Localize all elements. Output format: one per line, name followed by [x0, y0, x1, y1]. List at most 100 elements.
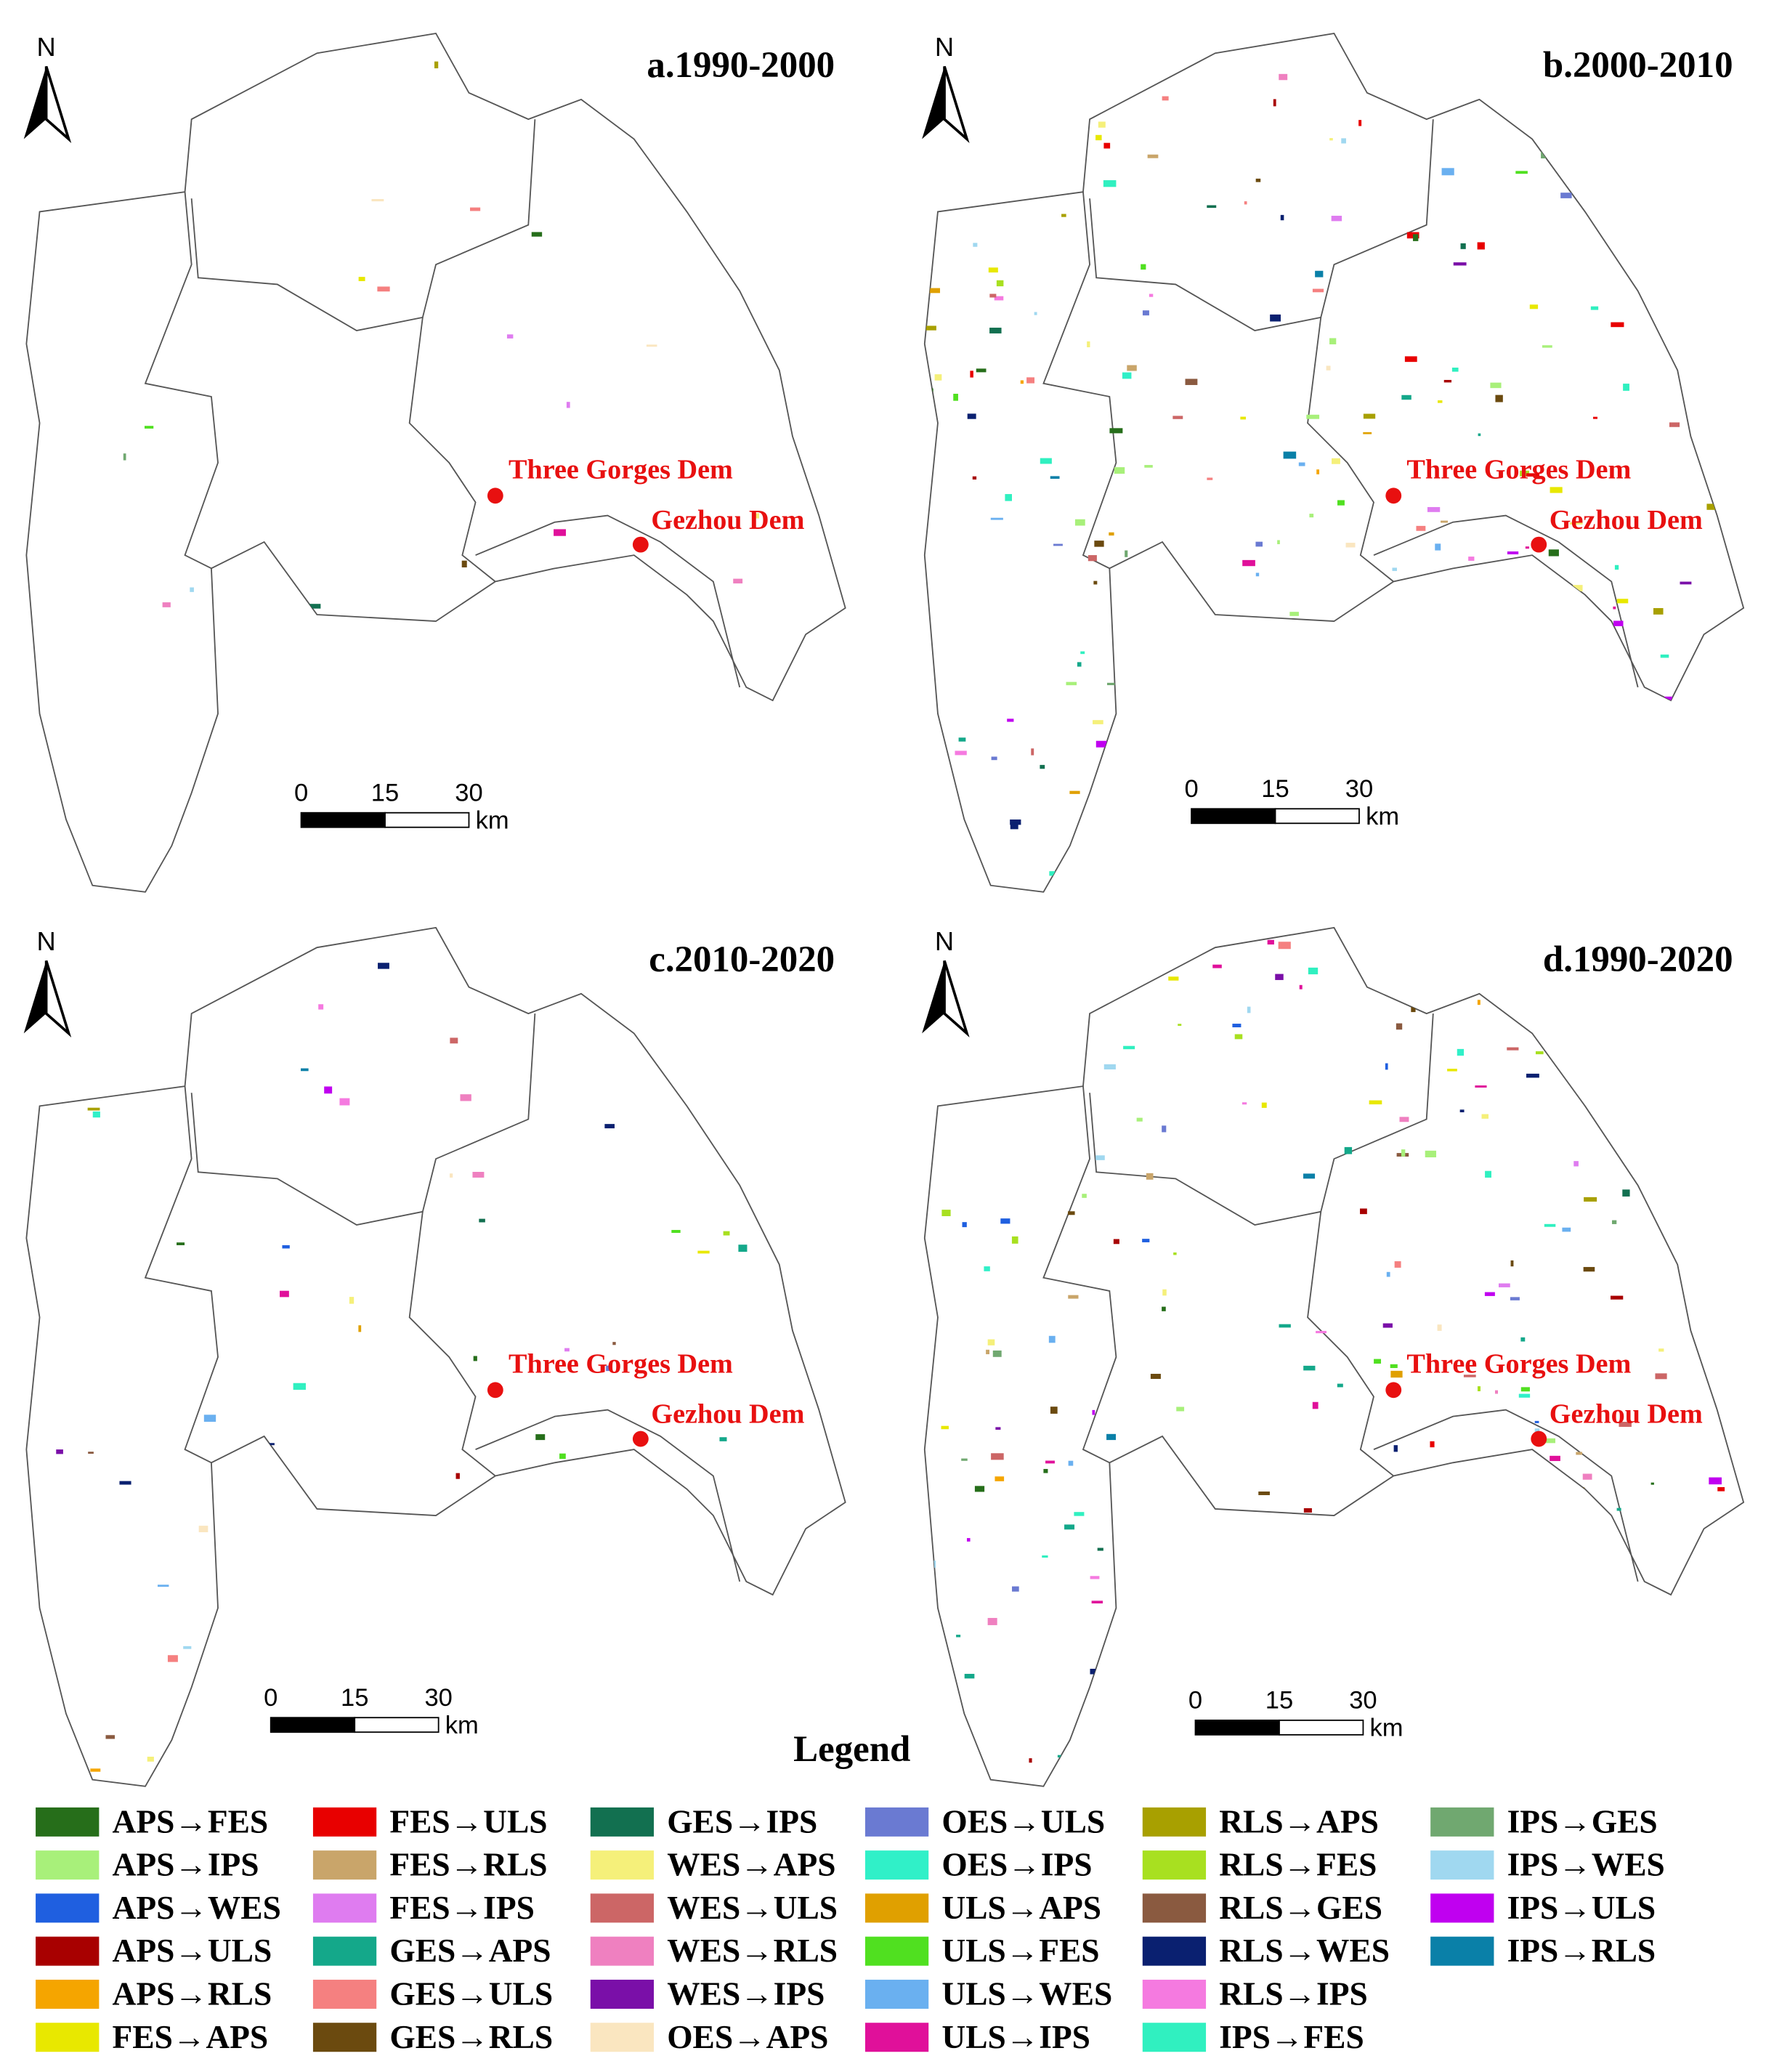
change-patch: [1404, 356, 1417, 363]
change-patch: [606, 1365, 612, 1372]
change-patch: [955, 750, 967, 756]
change-patch: [1365, 639, 1369, 647]
change-patch: [1014, 1048, 1028, 1053]
change-patch: [1312, 1401, 1319, 1409]
change-patch: [1653, 1654, 1658, 1659]
change-patch: [1064, 1524, 1075, 1530]
dam-marker: [1385, 1382, 1402, 1399]
panel-title: c.2010-2020: [649, 939, 835, 980]
change-patch: [1232, 1024, 1242, 1028]
change-patch: [1162, 1306, 1166, 1311]
change-patch: [992, 118, 995, 124]
change-patch: [1109, 428, 1123, 434]
change-patch: [1543, 1438, 1556, 1444]
change-patch: [1559, 1631, 1565, 1637]
change-patch: [1405, 1585, 1412, 1591]
change-patch: [1709, 1359, 1722, 1364]
change-patch: [1569, 522, 1583, 525]
change-patch: [301, 656, 308, 660]
change-patch: [1650, 1482, 1654, 1485]
change-patch: [995, 1427, 1001, 1430]
change-patch: [1496, 1659, 1502, 1667]
change-patch: [1466, 850, 1470, 854]
change-patch: [1441, 520, 1449, 523]
map-panel: a.1990-2000 N Three Gorges Dem Gezhou Dem 0 1…: [23, 32, 846, 893]
scale-bar-label: 30: [424, 1684, 452, 1712]
change-patch: [1432, 91, 1439, 96]
legend-swatch: [864, 1850, 929, 1880]
legend-swatch: [312, 1893, 377, 1923]
change-patch: [987, 1618, 997, 1625]
change-patch: [1595, 115, 1608, 120]
change-patch: [1315, 270, 1324, 278]
change-patch: [964, 1673, 975, 1679]
change-patch: [1109, 532, 1114, 536]
change-patch: [1482, 774, 1487, 778]
change-patch: [1550, 1455, 1560, 1462]
change-patch: [1289, 612, 1299, 616]
change-patch: [1524, 597, 1536, 600]
change-patch: [1686, 931, 1690, 936]
change-patch: [1411, 42, 1416, 50]
change-patch: [1526, 1073, 1539, 1078]
change-patch: [1428, 1473, 1442, 1478]
change-patch: [644, 1776, 657, 1779]
change-patch: [241, 1648, 250, 1656]
change-patch: [1416, 525, 1426, 531]
change-patch: [1223, 1736, 1236, 1744]
legend-label: IPS→ULS: [1507, 1889, 1656, 1926]
change-patch: [205, 1737, 212, 1739]
change-patch: [801, 1627, 806, 1630]
change-patch: [622, 790, 630, 795]
change-patch: [996, 1000, 1006, 1005]
change-patch: [1717, 1266, 1729, 1270]
dam-label: Three Gorges Dem: [509, 455, 733, 485]
dam-label: Gezhou Dem: [1550, 505, 1703, 535]
dam-label: Three Gorges Dem: [1406, 455, 1631, 485]
change-patch: [1453, 262, 1467, 266]
change-patch: [984, 1266, 990, 1271]
change-patch: [473, 1356, 477, 1361]
legend-swatch: [1142, 1893, 1207, 1923]
change-patch: [1050, 476, 1060, 479]
change-patch: [411, 1647, 421, 1654]
district-boundary: [190, 1013, 536, 1226]
change-patch: [1273, 99, 1276, 107]
change-patch: [1529, 304, 1539, 309]
change-patch: [1624, 666, 1631, 673]
change-patch: [1409, 678, 1414, 682]
change-patch: [1068, 134, 1077, 136]
legend-swatch: [36, 1850, 100, 1880]
change-patch: [1255, 178, 1261, 182]
change-patch: [585, 1588, 589, 1594]
legend-swatch: [590, 1850, 655, 1880]
change-patch: [1097, 1547, 1103, 1551]
change-patch: [1132, 1598, 1138, 1604]
change-patch: [1416, 1781, 1420, 1784]
change-patch: [1393, 1445, 1398, 1452]
change-patch: [559, 1453, 566, 1460]
change-patch: [967, 413, 976, 419]
change-patch: [733, 578, 743, 584]
legend-swatch: [36, 1936, 100, 1966]
legend-swatch: [36, 2023, 100, 2052]
change-patch: [996, 280, 1004, 287]
change-patch: [1664, 696, 1673, 702]
change-patch: [1457, 1048, 1465, 1056]
change-patch: [1299, 984, 1303, 990]
change-patch: [404, 1706, 415, 1713]
north-arrow: [943, 960, 970, 1038]
change-patch: [1064, 1008, 1073, 1011]
change-patch: [1142, 310, 1149, 316]
change-patch: [1620, 1559, 1624, 1563]
change-patch: [1278, 942, 1291, 950]
change-patch: [824, 1690, 832, 1696]
change-patch: [1419, 845, 1425, 849]
change-patch: [1275, 974, 1284, 980]
change-patch: [1374, 722, 1383, 730]
change-patch: [1098, 943, 1103, 947]
scale-bar-label: 15: [341, 1684, 368, 1712]
change-patch: [1688, 748, 1701, 753]
change-patch: [1045, 1460, 1055, 1464]
change-patch: [1423, 997, 1435, 1002]
